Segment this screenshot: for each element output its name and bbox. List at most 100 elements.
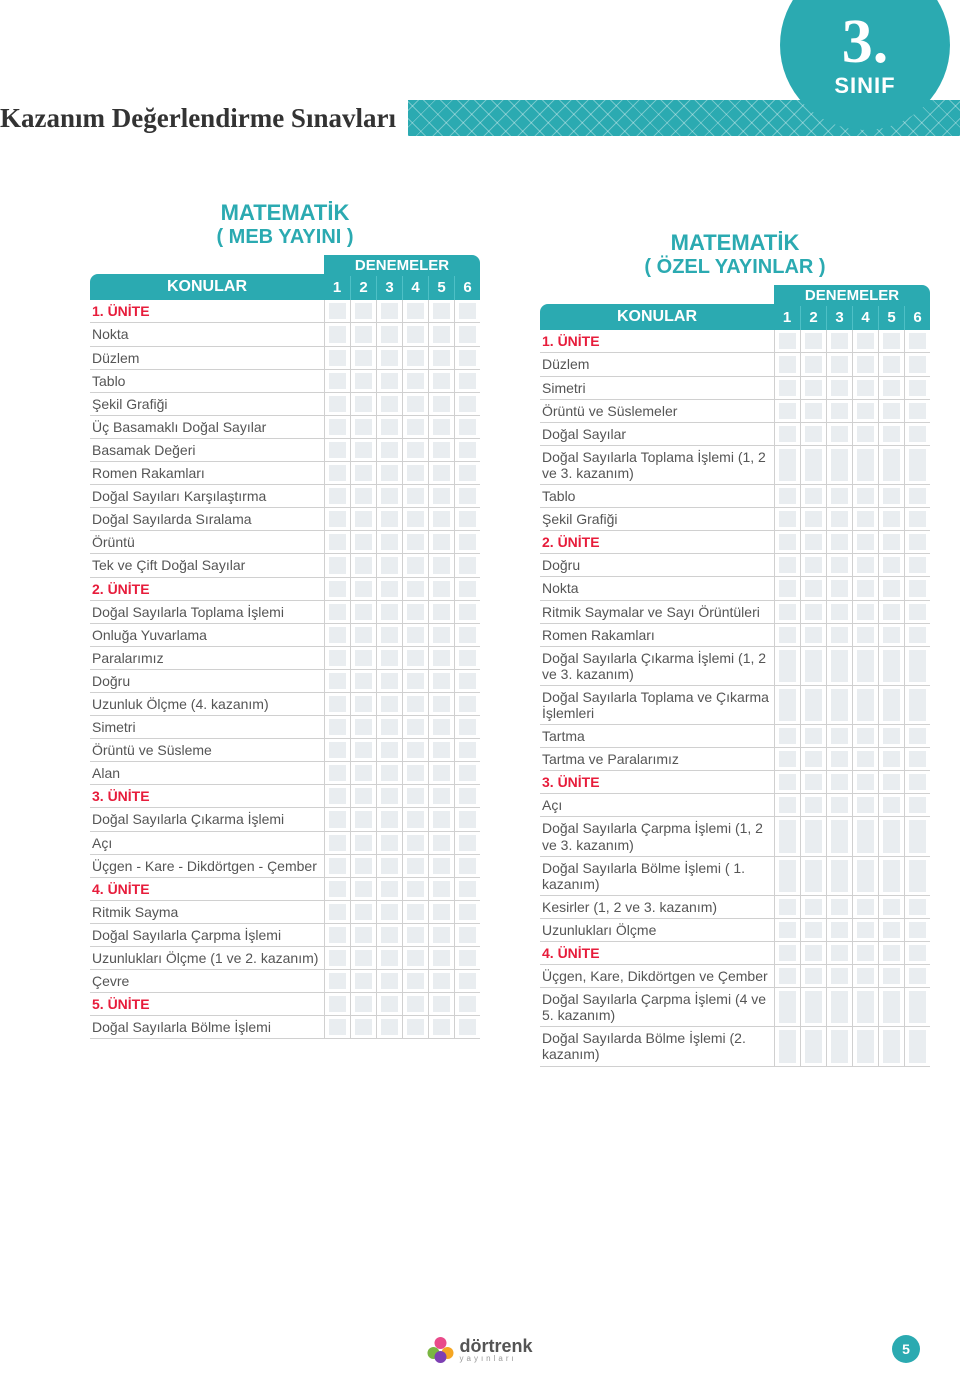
data-cell — [904, 725, 930, 747]
table-row: 5. ÜNİTE — [90, 993, 480, 1016]
data-cell — [454, 924, 480, 946]
topic-label: Kesirler (1, 2 ve 3. kazanım) — [540, 896, 774, 918]
table-row: Romen Rakamları — [540, 624, 930, 647]
data-cell — [878, 554, 904, 576]
table-row: Onluğa Yuvarlama — [90, 624, 480, 647]
topic-label: Doğal Sayılarla Çarpma İşlemi — [90, 924, 324, 946]
data-cell — [428, 300, 454, 322]
topic-label: Doğal Sayılarda Sıralama — [90, 508, 324, 530]
data-cell — [904, 771, 930, 793]
data-cell — [402, 924, 428, 946]
data-cell — [428, 647, 454, 669]
data-cell — [324, 855, 350, 877]
data-cell — [826, 601, 852, 623]
table-row: Doğal Sayılarla Bölme İşlemi ( 1. kazanı… — [540, 857, 930, 896]
data-cell — [800, 423, 826, 445]
table-row: Kesirler (1, 2 ve 3. kazanım) — [540, 896, 930, 919]
data-cell — [402, 901, 428, 923]
data-cell — [800, 377, 826, 399]
data-cell — [350, 300, 376, 322]
data-cells — [324, 670, 480, 692]
data-cell — [428, 716, 454, 738]
data-cell — [852, 377, 878, 399]
data-cell — [800, 446, 826, 484]
data-cell — [904, 794, 930, 816]
data-cell — [826, 508, 852, 530]
data-cells — [324, 808, 480, 830]
data-cell — [800, 817, 826, 855]
data-cell — [800, 353, 826, 375]
data-cell — [878, 725, 904, 747]
data-cell — [324, 323, 350, 345]
data-cell — [852, 531, 878, 553]
data-cell — [350, 370, 376, 392]
data-cell — [774, 771, 800, 793]
unit-label: 1. ÜNİTE — [540, 330, 774, 352]
topic-label: Doğal Sayılarla Çıkarma İşlemi — [90, 808, 324, 830]
data-cell — [774, 857, 800, 895]
column-number: 6 — [904, 306, 930, 330]
data-cells — [774, 965, 930, 987]
data-cells — [774, 748, 930, 770]
left-column: MATEMATİK ( MEB YAYINI ) KONULAR DENEMEL… — [90, 200, 480, 1067]
data-cells — [774, 485, 930, 507]
data-cells — [324, 693, 480, 715]
data-cell — [402, 993, 428, 1015]
data-cells — [324, 554, 480, 576]
data-cell — [904, 531, 930, 553]
data-cell — [852, 508, 878, 530]
data-cell — [402, 485, 428, 507]
data-cell — [826, 554, 852, 576]
data-cell — [454, 531, 480, 553]
data-cell — [350, 970, 376, 992]
data-cell — [826, 577, 852, 599]
data-cells — [324, 439, 480, 461]
data-cell — [376, 601, 402, 623]
data-cell — [800, 857, 826, 895]
data-cell — [402, 347, 428, 369]
data-cell — [350, 762, 376, 784]
data-cell — [826, 794, 852, 816]
data-cell — [324, 601, 350, 623]
data-cell — [454, 716, 480, 738]
table-row: Şekil Grafiği — [540, 508, 930, 531]
data-cell — [774, 423, 800, 445]
data-cell — [800, 601, 826, 623]
topic-label: Uzunlukları Ölçme (1 ve 2. kazanım) — [90, 947, 324, 969]
data-cell — [324, 901, 350, 923]
data-cell — [774, 817, 800, 855]
table-row: 3. ÜNİTE — [90, 785, 480, 808]
topic-label: Üçgen, Kare, Dikdörtgen ve Çember — [540, 965, 774, 987]
data-cell — [428, 554, 454, 576]
data-cell — [402, 878, 428, 900]
topic-label: Romen Rakamları — [540, 624, 774, 646]
table-row: Uzunluk Ölçme (4. kazanım) — [90, 693, 480, 716]
data-cell — [324, 462, 350, 484]
data-cell — [350, 323, 376, 345]
data-cell — [904, 748, 930, 770]
data-cell — [376, 323, 402, 345]
data-cell — [904, 647, 930, 685]
table-row: Uzunlukları Ölçme — [540, 919, 930, 942]
data-cell — [350, 347, 376, 369]
data-cell — [324, 808, 350, 830]
data-cell — [324, 370, 350, 392]
column-number: 3 — [826, 306, 852, 330]
data-cell — [454, 554, 480, 576]
data-cell — [350, 393, 376, 415]
data-cell — [376, 924, 402, 946]
data-cell — [904, 817, 930, 855]
data-cell — [852, 748, 878, 770]
table-row: Üç Basamaklı Doğal Sayılar — [90, 416, 480, 439]
data-cell — [904, 601, 930, 623]
data-cell — [774, 686, 800, 724]
data-cell — [428, 785, 454, 807]
table-row: Doğal Sayılarla Çarpma İşlemi (1, 2 ve 3… — [540, 817, 930, 856]
flower-icon — [427, 1337, 453, 1363]
data-cells — [324, 947, 480, 969]
data-cell — [852, 794, 878, 816]
table-row: Simetri — [90, 716, 480, 739]
data-cell — [376, 300, 402, 322]
data-cell — [376, 993, 402, 1015]
data-cell — [454, 393, 480, 415]
